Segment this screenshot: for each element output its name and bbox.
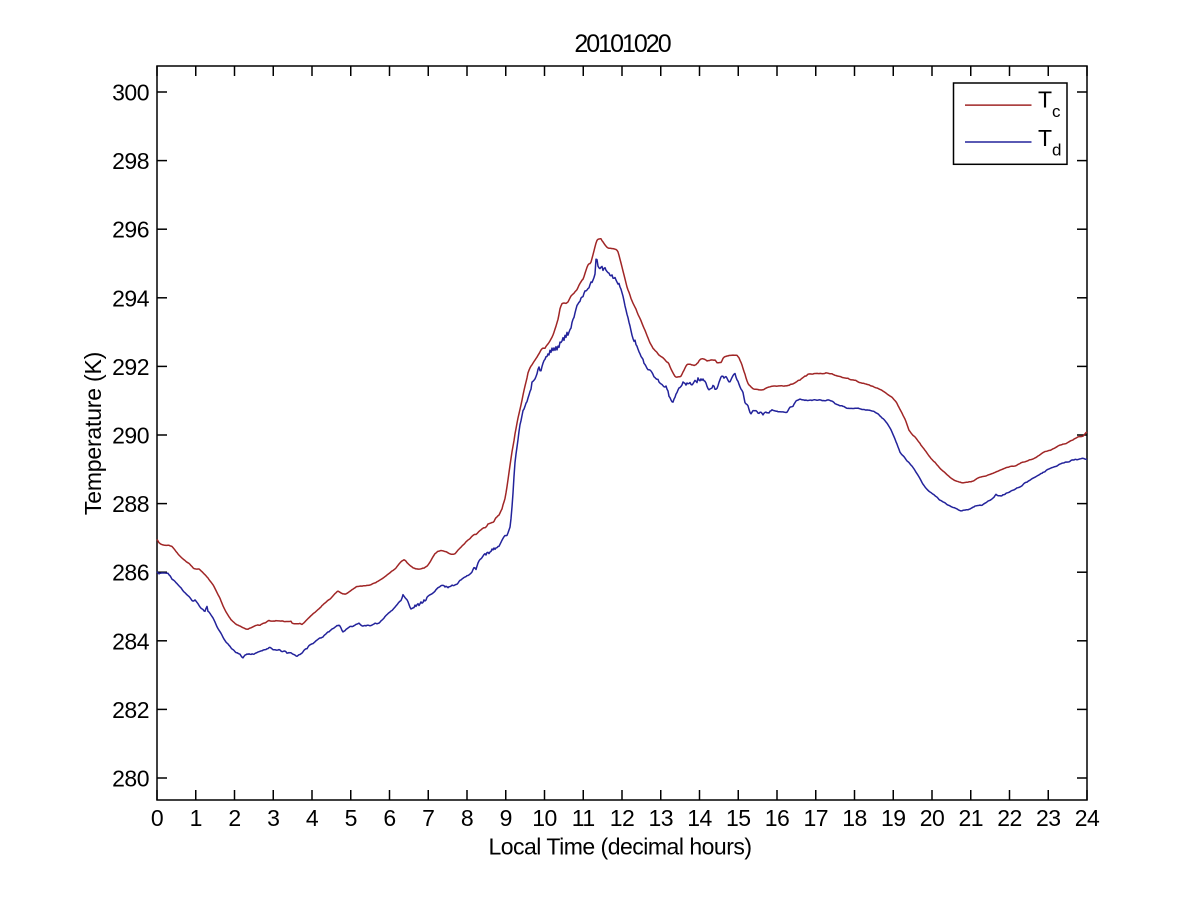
svg-text:286: 286 [112,560,149,586]
svg-text:288: 288 [112,491,149,517]
svg-text:294: 294 [112,285,150,311]
svg-text:300: 300 [112,80,149,106]
svg-text:280: 280 [112,766,149,792]
svg-text:Local Time (decimal hours): Local Time (decimal hours) [488,834,751,860]
svg-text:292: 292 [112,354,149,380]
svg-text:1: 1 [190,805,202,831]
svg-text:T: T [1038,125,1052,151]
svg-text:18: 18 [842,805,867,831]
svg-text:Temperature (K): Temperature (K) [80,352,106,515]
svg-text:20: 20 [920,805,945,831]
svg-text:23: 23 [1036,805,1061,831]
svg-text:4: 4 [306,805,319,831]
svg-text:15: 15 [726,805,751,831]
svg-text:d: d [1052,140,1061,159]
svg-text:0: 0 [151,805,163,831]
svg-text:7: 7 [422,805,434,831]
svg-text:22: 22 [997,805,1022,831]
svg-text:10: 10 [532,805,557,831]
svg-text:9: 9 [500,805,512,831]
svg-text:290: 290 [112,423,149,449]
svg-text:19: 19 [881,805,906,831]
svg-text:T: T [1038,87,1052,113]
svg-text:21: 21 [958,805,983,831]
svg-text:24: 24 [1075,805,1100,831]
svg-text:5: 5 [345,805,357,831]
svg-text:2: 2 [228,805,240,831]
svg-text:282: 282 [112,697,149,723]
svg-text:6: 6 [383,805,395,831]
svg-text:11: 11 [572,805,595,831]
svg-text:8: 8 [461,805,473,831]
svg-text:12: 12 [610,805,635,831]
svg-text:296: 296 [112,217,149,243]
svg-text:16: 16 [765,805,790,831]
svg-text:3: 3 [267,805,279,831]
svg-text:298: 298 [112,148,149,174]
svg-text:13: 13 [648,805,673,831]
svg-text:20101020: 20101020 [574,30,670,58]
svg-text:17: 17 [803,805,828,831]
svg-text:284: 284 [112,628,150,654]
svg-text:c: c [1052,102,1061,121]
svg-text:14: 14 [687,805,712,831]
